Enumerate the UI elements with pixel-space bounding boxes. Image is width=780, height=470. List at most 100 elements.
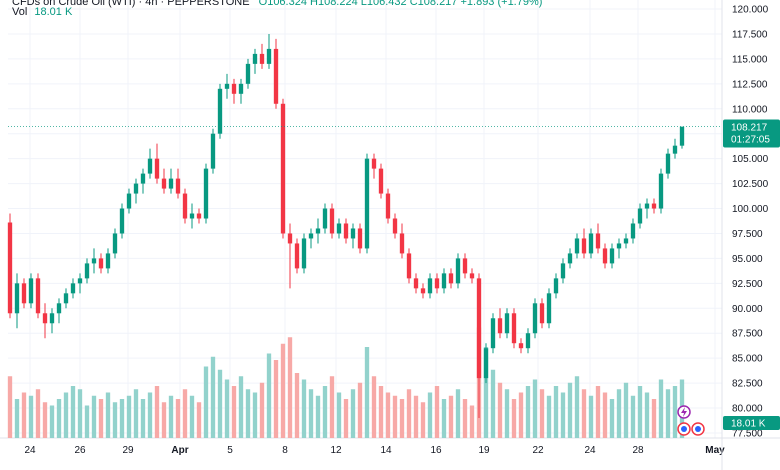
volume-bar [672,386,678,438]
volume-bar [343,399,349,438]
y-tick-label: 105.000 [732,154,769,165]
candle-body [560,263,566,279]
candle-body [336,223,342,234]
y-tick-label: 115.000 [732,54,768,65]
chart-header: CFDs on Crude Oil (WTI) · 4h · PEPPERSTO… [12,0,542,8]
candle-body [623,238,629,244]
volume-bar [595,386,601,438]
candle-body [21,283,27,304]
x-tick-label: 5 [227,445,233,456]
flag-dot-icon [681,426,687,432]
candle-body [371,158,377,169]
volume-bar [546,395,552,438]
candle-body [28,278,34,304]
y-tick-label: 95.000 [732,254,763,265]
candle-body [329,208,335,234]
volume-bar [588,395,594,438]
volume-bar [525,386,531,438]
candle-body [259,53,265,64]
x-tick-label: 28 [632,445,644,456]
volume-bar [469,405,475,438]
volume-bar [91,395,97,438]
volume-bar [217,369,223,438]
flag-dot-icon [695,426,701,432]
volume-bar [105,392,111,438]
volume-bar [280,343,286,438]
candle-body [42,313,48,324]
volume-bar [14,399,20,438]
volume-bar [175,399,181,438]
candle-body [539,303,545,324]
volume-bar [98,399,104,438]
candle-body [588,233,594,254]
candle-body [399,233,405,254]
candle-body [63,293,69,304]
x-tick-label: 19 [478,445,490,456]
candle-body [637,208,643,224]
candle-body [84,263,90,279]
candle-body [546,293,552,324]
candle-body [532,303,538,334]
volume-bar [315,395,321,438]
volume-bar [371,376,377,438]
volume-bar [602,392,608,438]
volume-bar [203,366,209,438]
candle-body [133,183,139,194]
volume-bar [385,392,391,438]
volume-bar [28,395,34,438]
y-tick-label: 82.500 [732,379,763,390]
y-tick-label: 77.500 [732,429,763,440]
candle-body [154,158,160,179]
candle-body [189,213,195,219]
volume-bar [77,389,83,438]
volume-bar [553,386,559,438]
candle-body [609,248,615,264]
candle-body [602,248,608,264]
candle-body [651,203,657,209]
volume-bar [210,356,216,438]
volume-bar [658,379,664,438]
volume-bar [574,376,580,438]
x-tick-label: 24 [24,445,36,456]
candle-body [273,48,279,104]
volume-bar [84,405,90,438]
candle-body [679,126,685,146]
volume-bar [581,389,587,438]
candle-body [147,158,153,174]
candle-body [175,178,181,194]
x-tick-label: 24 [584,445,596,456]
volume-value: 18.01 K [34,6,73,18]
volume-bar [21,392,27,438]
volume-bar [483,347,489,438]
candle-body [490,318,496,349]
candle-body [476,278,482,379]
volume-bar [140,399,146,438]
volume-bar [259,382,265,438]
x-tick-label: 26 [74,445,86,456]
candle-body [672,145,678,154]
candle-body [7,222,13,314]
volume-bar [427,392,433,438]
volume-bar [294,373,300,438]
candle-body [70,283,76,294]
price-badge-value: 108.217 [731,123,768,134]
x-tick-label: 16 [430,445,442,456]
volume-bar [420,402,426,438]
candle-body [455,258,461,284]
y-tick-label: 110.000 [732,104,768,115]
candle-body [126,193,132,209]
candle-body [168,178,174,189]
candle-body [385,193,391,219]
candle-body [553,278,559,294]
candle-body [161,178,167,189]
volume-bar [49,405,55,438]
candle-body [427,278,433,294]
candle-body [441,273,447,289]
volume-bar [126,395,132,438]
y-tick-label: 97.500 [732,229,763,240]
candle-body [294,243,300,269]
volume-label: Vol [12,6,28,18]
y-tick-label: 90.000 [732,304,763,315]
volume-bar [238,376,244,438]
